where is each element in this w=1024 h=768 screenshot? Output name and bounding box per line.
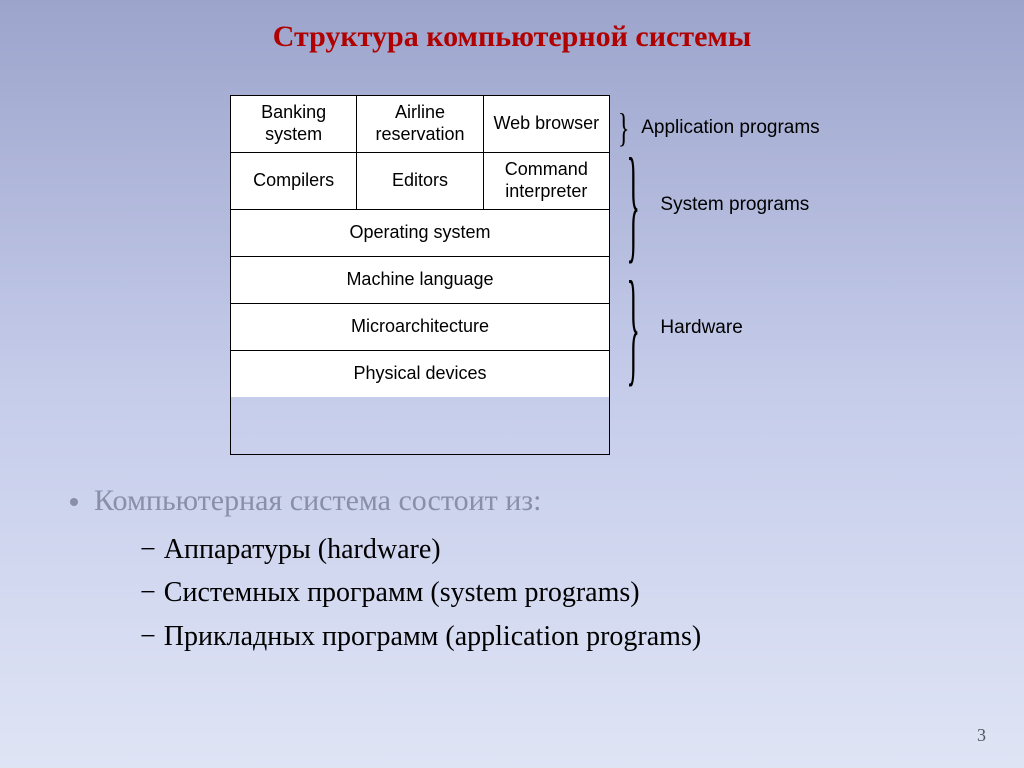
brace-group: } Hardware: [610, 260, 743, 395]
diagram-cell: Operating system: [231, 210, 609, 256]
diagram-cell: Microarchitecture: [231, 304, 609, 350]
bullet-sub-item: −Системных программ (system programs): [140, 571, 950, 614]
dash-icon: −: [140, 571, 156, 614]
diagram-cell: Banking system: [231, 96, 357, 152]
diagram-cell: Command interpreter: [484, 153, 609, 209]
slide-title-text: Структура компьютерной системы: [273, 20, 752, 53]
brace-group: }System programs: [610, 157, 809, 252]
bullet-dot-icon: [70, 498, 78, 506]
system-structure-diagram: Banking systemAirline reservationWeb bro…: [230, 95, 830, 455]
diagram-table: Banking systemAirline reservationWeb bro…: [230, 95, 610, 455]
diagram-brace-labels: }Application programs}System programs}Ha…: [610, 95, 820, 455]
diagram-cell: Airline reservation: [357, 96, 483, 152]
brace-label: Application programs: [641, 116, 819, 140]
diagram-cell: Web browser: [484, 96, 609, 152]
brace-label: System programs: [660, 193, 809, 217]
brace-icon: }: [626, 141, 639, 269]
brace-label: Hardware: [660, 316, 742, 340]
bullet-sub-text: Аппаратуры (hardware): [164, 528, 441, 571]
bullet-sub-item: −Аппаратуры (hardware): [140, 528, 950, 571]
diagram-cell: Physical devices: [231, 351, 609, 397]
brace-icon: }: [626, 264, 639, 392]
page-number: 3: [977, 725, 986, 746]
bullet-sub-item: −Прикладных программ (application progra…: [140, 615, 950, 658]
diagram-cell: Editors: [357, 153, 483, 209]
bullet-section: Компьютерная система состоит из: −Аппара…: [70, 480, 950, 658]
bullet-sub-text: Системных программ (system programs): [164, 571, 640, 614]
diagram-cell: Compilers: [231, 153, 357, 209]
diagram-cell: Machine language: [231, 257, 609, 303]
bullet-main: Компьютерная система состоит из:: [70, 480, 950, 522]
brace-group: }Application programs: [610, 100, 820, 155]
bullet-main-text: Компьютерная система состоит из:: [94, 480, 541, 522]
bullet-sub-text: Прикладных программ (application program…: [164, 615, 701, 658]
dash-icon: −: [140, 615, 156, 658]
dash-icon: −: [140, 528, 156, 571]
slide-title: Структура компьютерной системы: [0, 20, 1024, 54]
bullet-sub-list: −Аппаратуры (hardware)−Системных програм…: [140, 528, 950, 658]
